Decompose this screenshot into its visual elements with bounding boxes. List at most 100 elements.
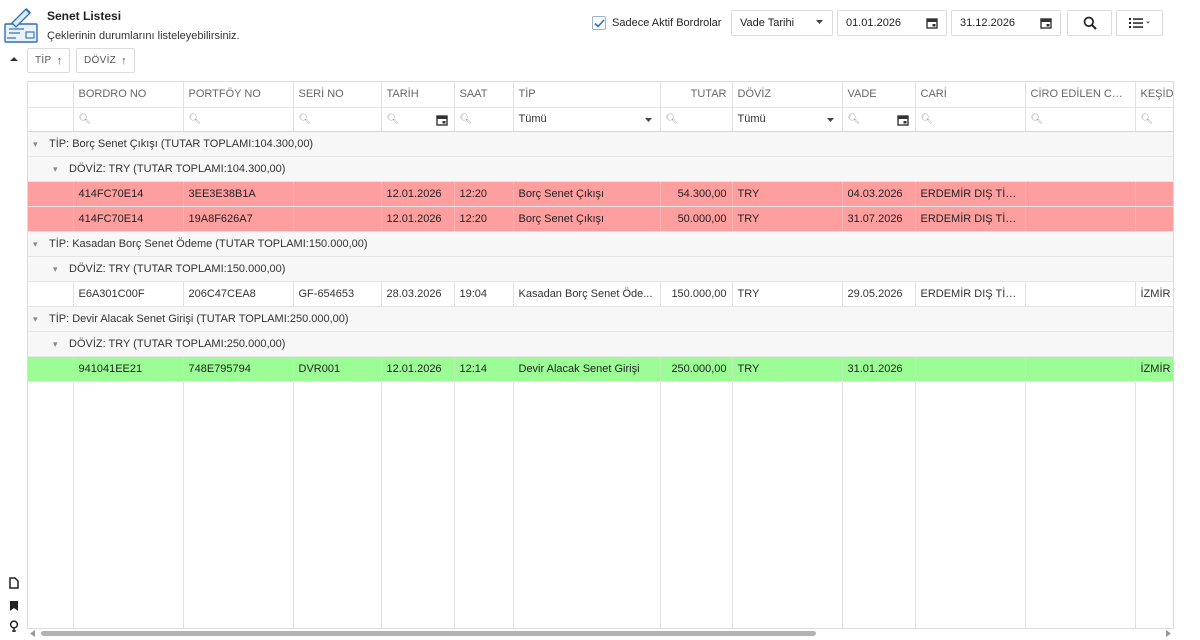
column-header-seri-no[interactable]: SERİ NO: [293, 82, 382, 108]
cell-doviz: TRY: [732, 281, 843, 307]
cell-portfoy-no: 3EE3E38B1A: [183, 181, 294, 207]
table-row[interactable]: 414FC70E14 3EE3E38B1A 12.01.2026 12:20 B…: [28, 181, 1173, 207]
search-icon: 🔍︎: [665, 114, 679, 125]
cell-doviz: TRY: [732, 356, 843, 382]
sort-asc-icon[interactable]: ↑: [56, 54, 63, 67]
filter-tip-select[interactable]: Tümü: [513, 107, 661, 132]
table-row[interactable]: 414FC70E14 19A8F626A7 12.01.2026 12:20 B…: [28, 206, 1173, 232]
group-row-tip[interactable]: ▾ TİP: Kasadan Borç Senet Ödeme (TUTAR TO…: [28, 231, 1173, 257]
filter-portfoy-no[interactable]: 🔍︎: [183, 107, 294, 132]
header-row: BORDRO NO PORTFÖY NO SERİ NO TARİH SAAT …: [28, 82, 1173, 108]
expand-toggle-icon[interactable]: ▾: [33, 313, 38, 324]
filter-cari[interactable]: 🔍︎: [915, 107, 1026, 132]
filter-saat[interactable]: 🔍︎: [454, 107, 514, 132]
cell-tutar: 250.000,00: [660, 356, 733, 382]
filter-tarih[interactable]: 🔍︎: [381, 107, 455, 132]
senet-grid: BORDRO NO PORTFÖY NO SERİ NO TARİH SAAT …: [27, 81, 1174, 629]
active-only-checkbox[interactable]: Sadece Aktif Bordrolar: [592, 13, 721, 33]
bookmark-icon[interactable]: [9, 600, 19, 612]
date-from-value: 01.01.2026: [846, 17, 902, 29]
search-icon: 🔍︎: [1140, 114, 1154, 125]
calendar-icon[interactable]: [926, 17, 938, 29]
group-chip-label: TİP: [35, 55, 52, 66]
expand-toggle-icon[interactable]: ▾: [33, 238, 38, 249]
column-header-saat[interactable]: SAAT: [454, 82, 514, 108]
cell-tip: Kasadan Borç Senet Öde...: [513, 281, 661, 307]
search-icon: 🔍︎: [1030, 114, 1044, 125]
date-to-input[interactable]: 31.12.2026: [951, 10, 1061, 36]
group-row-tip[interactable]: ▾ TİP: Devir Alacak Senet Girişi (TUTAR T…: [28, 306, 1173, 332]
column-header-bordro-no[interactable]: BORDRO NO: [73, 82, 184, 108]
cell-ciro-edilen-cari: [1025, 206, 1136, 232]
cell-doviz: TRY: [732, 181, 843, 207]
filter-doviz-value: Tümü: [737, 113, 766, 125]
page-subtitle: Çeklerinin durumlarını listeleyebilirsin…: [47, 30, 240, 42]
empty-grid-area: [28, 381, 1173, 628]
search-button[interactable]: [1067, 10, 1112, 36]
group-row-doviz[interactable]: ▾ DÖVİZ: TRY (TUTAR TOPLAMI:250.000,00): [28, 331, 1173, 357]
view-options-button[interactable]: [1116, 10, 1163, 36]
filter-vade[interactable]: 🔍︎: [842, 107, 916, 132]
filter-row: 🔍︎ 🔍︎ 🔍︎ 🔍︎ 🔍︎ Tümü 🔍︎ Tümü: [28, 107, 1173, 132]
cell-saat: 19:04: [454, 281, 514, 307]
filter-bordro-no[interactable]: 🔍︎: [73, 107, 184, 132]
filter-tutar[interactable]: 🔍︎: [660, 107, 733, 132]
column-header-keside[interactable]: KEŞİDE: [1135, 82, 1173, 108]
cell-ciro-edilen-cari: [1025, 181, 1136, 207]
table-row[interactable]: 941041EE21 748E795794 DVR001 12.01.2026 …: [28, 356, 1173, 382]
column-header-cari[interactable]: CARİ: [915, 82, 1026, 108]
filter-doviz-select[interactable]: Tümü: [732, 107, 843, 132]
header-spacer: [28, 82, 74, 108]
date-field-select[interactable]: Vade Tarihi: [731, 10, 833, 36]
group-row-doviz[interactable]: ▾ DÖVİZ: TRY (TUTAR TOPLAMI:104.300,00): [28, 156, 1173, 182]
cell-seri-no: GF-654653: [293, 281, 382, 307]
column-header-vade[interactable]: VADE: [842, 82, 916, 108]
lightbulb-icon[interactable]: [9, 620, 19, 633]
filter-keside[interactable]: 🔍︎: [1135, 107, 1173, 132]
cell-seri-no: [293, 181, 382, 207]
cheque-list-icon: [4, 8, 38, 43]
column-header-tip[interactable]: TİP: [513, 82, 661, 108]
calendar-icon[interactable]: [1040, 17, 1052, 29]
group-label: DÖVİZ: TRY (TUTAR TOPLAMI:150.000,00): [69, 262, 286, 275]
expand-toggle-icon[interactable]: ▾: [33, 138, 38, 149]
expand-toggle-icon[interactable]: ▾: [53, 338, 58, 349]
column-header-tarih[interactable]: TARİH: [381, 82, 455, 108]
filter-seri-no[interactable]: 🔍︎: [293, 107, 382, 132]
document-icon[interactable]: [9, 577, 19, 589]
group-label: DÖVİZ: TRY (TUTAR TOPLAMI:104.300,00): [69, 162, 286, 175]
column-header-tutar[interactable]: TUTAR: [660, 82, 733, 108]
group-chip-doviz[interactable]: DÖVİZ ↑: [76, 48, 135, 73]
filter-ciro-edilen-cari[interactable]: 🔍︎: [1025, 107, 1136, 132]
cell-cari: [915, 356, 1026, 382]
scroll-right-icon[interactable]: [1166, 630, 1171, 637]
checkbox-box[interactable]: [592, 16, 606, 30]
search-icon: 🔍︎: [188, 114, 202, 125]
column-header-portfoy-no[interactable]: PORTFÖY NO: [183, 82, 294, 108]
caret-down-icon: [644, 117, 652, 122]
scroll-left-icon[interactable]: [30, 630, 35, 637]
column-header-doviz[interactable]: DÖVİZ: [732, 82, 843, 108]
date-from-input[interactable]: 01.01.2026: [837, 10, 947, 36]
calendar-icon[interactable]: [435, 114, 448, 126]
calendar-icon[interactable]: [896, 114, 909, 126]
expand-toggle-icon[interactable]: ▾: [53, 263, 58, 274]
table-row[interactable]: E6A301C00F 206C47CEA8 GF-654653 28.03.20…: [28, 281, 1173, 307]
sort-asc-icon[interactable]: ↑: [121, 54, 127, 67]
group-chip-tip[interactable]: TİP ↑: [27, 48, 71, 73]
search-icon: 🔍︎: [78, 114, 92, 125]
cell-ciro-edilen-cari: [1025, 281, 1136, 307]
column-header-ciro-edilen-cari[interactable]: CİRO EDİLEN CARİ...: [1025, 82, 1136, 108]
check-icon: [593, 18, 605, 28]
cell-saat: 12:20: [454, 181, 514, 207]
collapse-up-icon[interactable]: [10, 56, 18, 62]
scrollbar-thumb[interactable]: [41, 631, 816, 636]
search-icon: 🔍︎: [920, 114, 934, 125]
expand-toggle-icon[interactable]: ▾: [53, 163, 58, 174]
horizontal-scrollbar[interactable]: [27, 629, 1174, 638]
cell-keside: İZMİR: [1135, 281, 1173, 307]
search-icon: 🔍︎: [847, 114, 861, 125]
group-row-doviz[interactable]: ▾ DÖVİZ: TRY (TUTAR TOPLAMI:150.000,00): [28, 256, 1173, 282]
group-row-tip[interactable]: ▾ TİP: Borç Senet Çıkışı (TUTAR TOPLAMI:1…: [28, 131, 1173, 157]
